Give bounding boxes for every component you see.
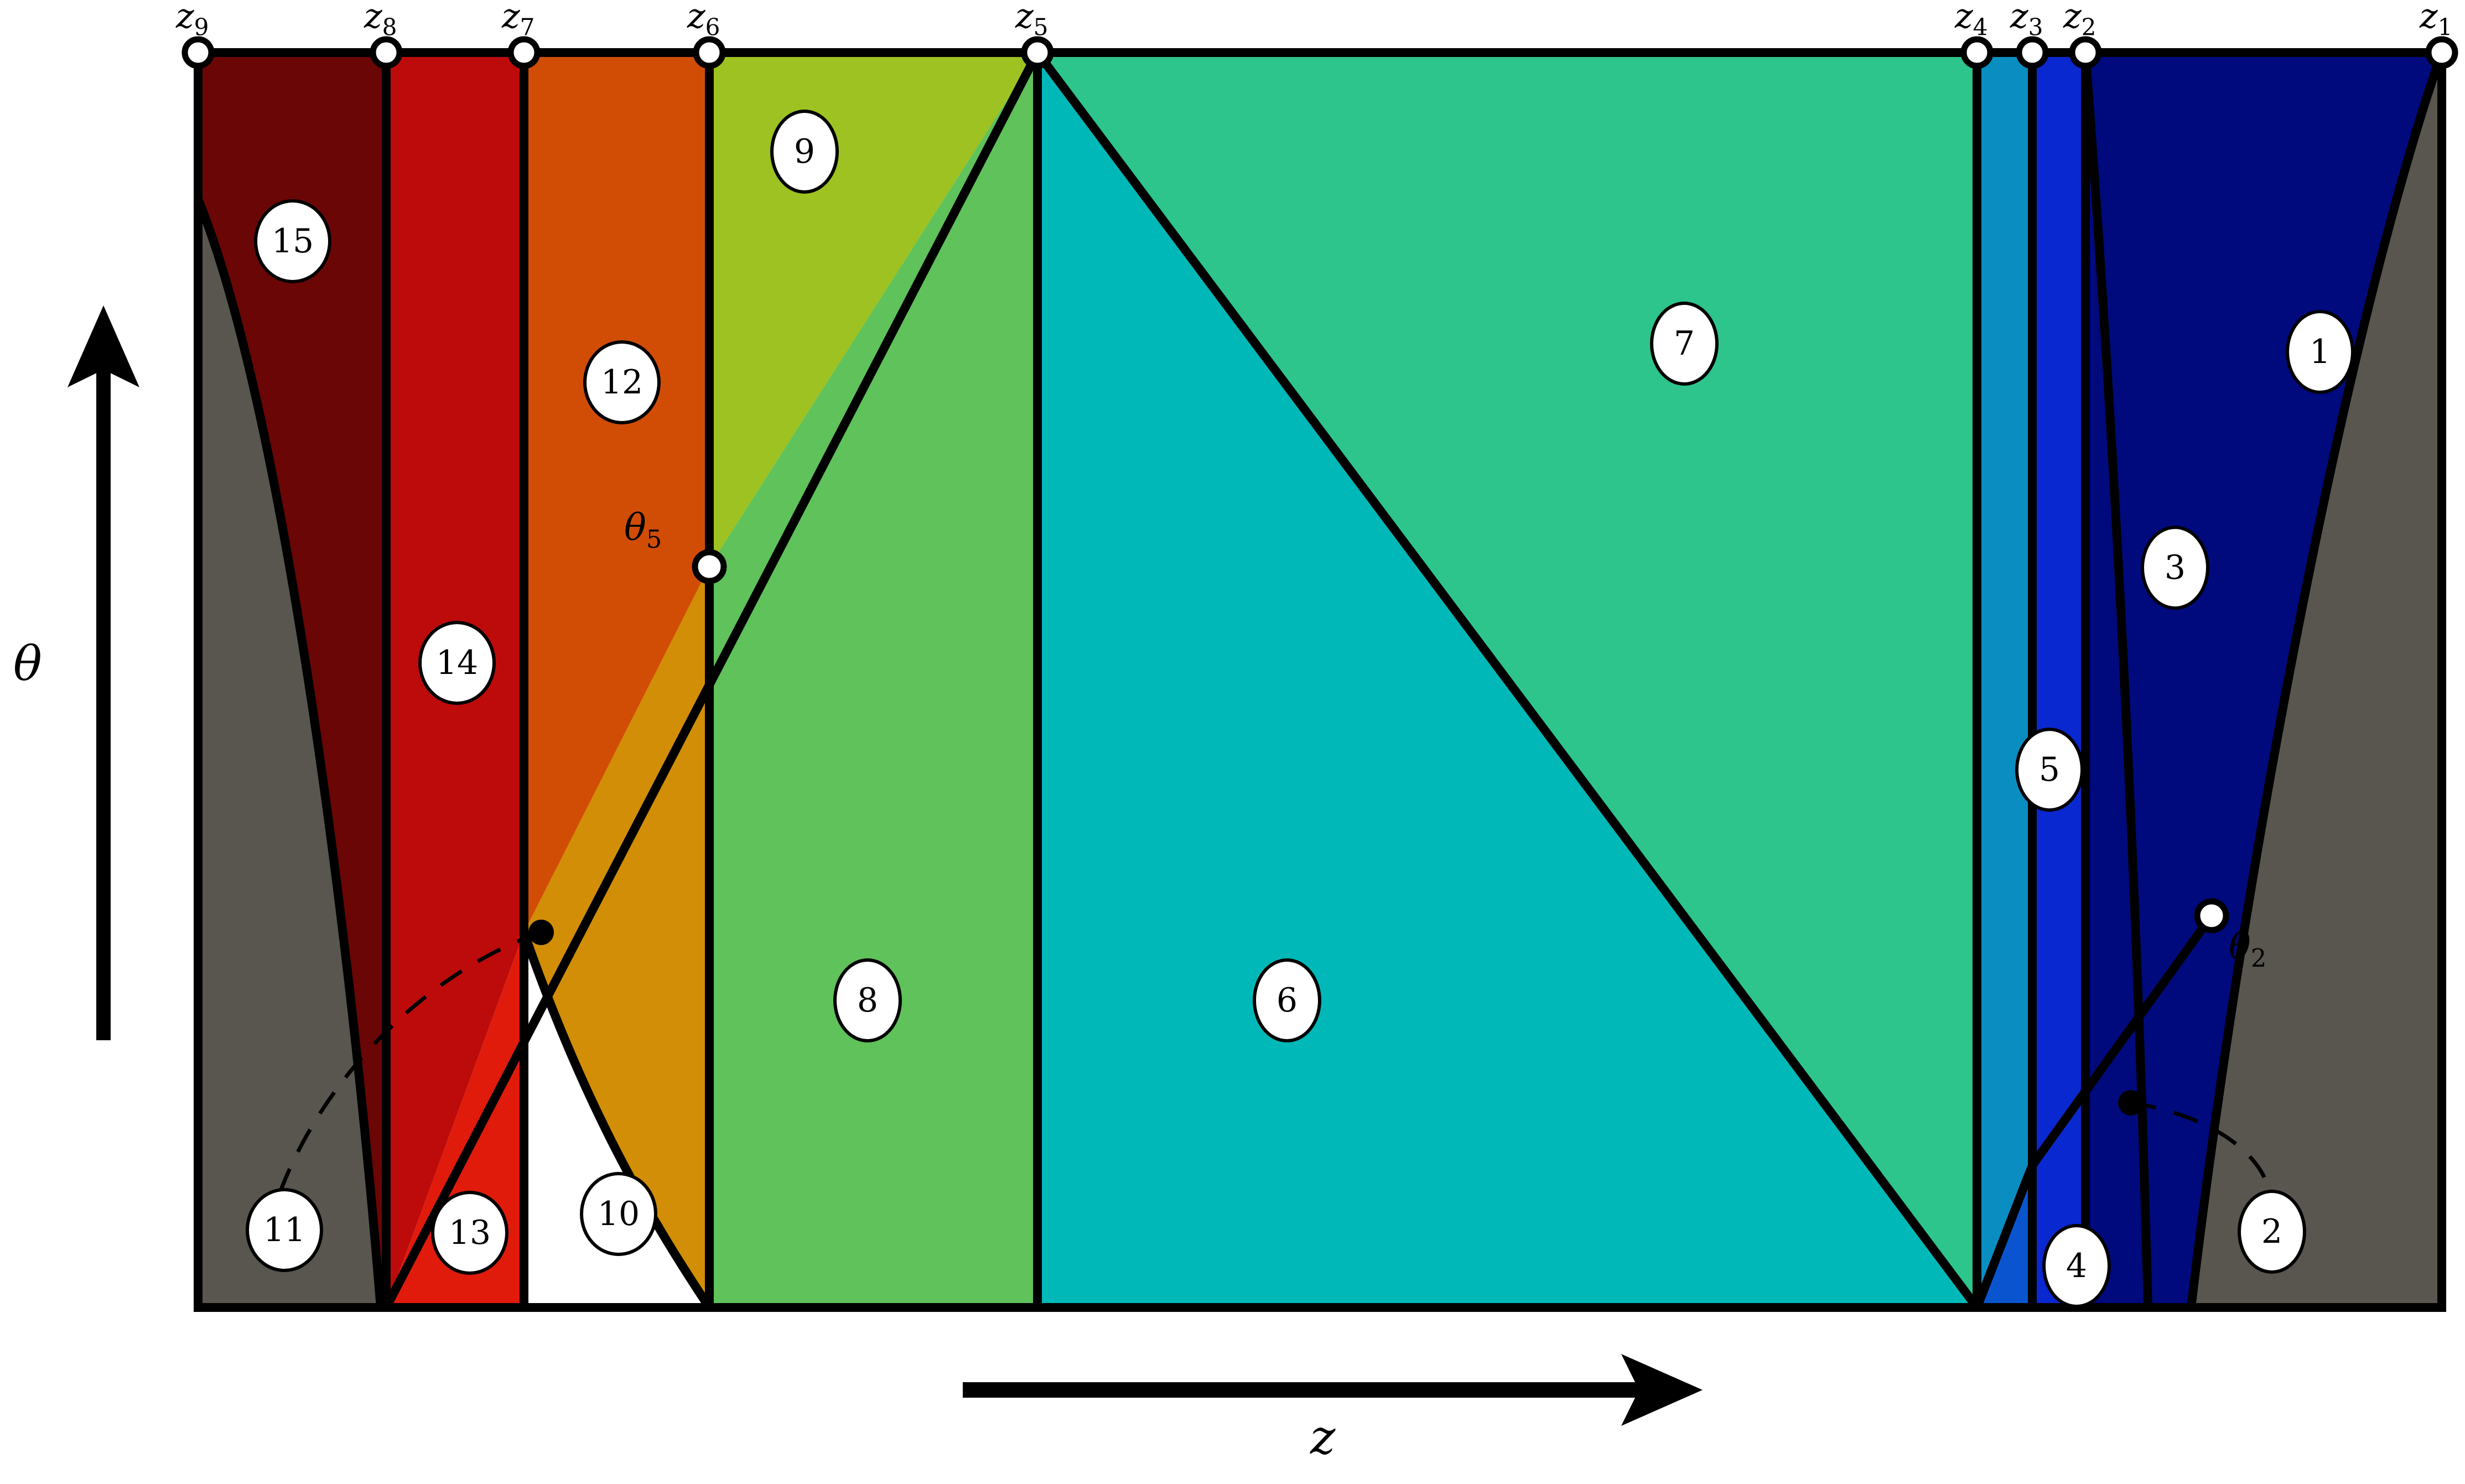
region-badge-8: 8 bbox=[833, 958, 902, 1042]
dashed-arc-left bbox=[279, 930, 542, 1191]
marker-right-point bbox=[2118, 1090, 2144, 1115]
dot-z3 bbox=[2016, 36, 2049, 69]
region-badge-6: 6 bbox=[1253, 958, 1321, 1042]
region-fills bbox=[198, 53, 2442, 1307]
dot-z5 bbox=[1021, 36, 1054, 69]
boundary-dots bbox=[181, 36, 2458, 69]
dot-z7 bbox=[507, 36, 541, 69]
theta2-point bbox=[2194, 898, 2229, 933]
dot-z2 bbox=[2069, 36, 2102, 69]
dot-z1 bbox=[2425, 36, 2458, 69]
tick-label-z8: z8 bbox=[364, 0, 397, 41]
rising-line-left bbox=[382, 50, 1042, 1310]
tick-label-z2: z2 bbox=[2063, 0, 2096, 41]
straight-boundaries bbox=[382, 50, 2215, 1310]
dashed-arc-right bbox=[2130, 1101, 2271, 1190]
region-2-fill bbox=[2191, 53, 2442, 1307]
short-line-to-theta2 bbox=[2028, 913, 2215, 1168]
region-badge-14: 14 bbox=[418, 621, 496, 705]
tick-label-z4: z4 bbox=[1955, 0, 1988, 41]
region-badge-15: 15 bbox=[254, 199, 331, 283]
theta-axis-arrow bbox=[68, 305, 139, 1040]
theta-point-markers bbox=[692, 549, 2229, 933]
region-badge-5: 5 bbox=[2015, 728, 2084, 812]
region-badge-10: 10 bbox=[580, 1172, 657, 1256]
region-badge-1: 1 bbox=[2286, 310, 2354, 394]
z-axis-label: z bbox=[1310, 1410, 1336, 1465]
dot-z8 bbox=[370, 36, 403, 69]
region-badge-3: 3 bbox=[2141, 526, 2209, 610]
plot-frame bbox=[194, 48, 2446, 1312]
right-gray-curve bbox=[2187, 48, 2446, 1312]
marker-left-point bbox=[528, 920, 554, 945]
theta2-label: θ2 bbox=[2229, 925, 2267, 973]
z-axis-arrow bbox=[963, 1354, 1703, 1426]
theta-axis-label: θ bbox=[13, 636, 42, 692]
region-5-fill bbox=[1977, 53, 2032, 1307]
tick-label-z3: z3 bbox=[2010, 0, 2043, 41]
dot-z9 bbox=[181, 36, 215, 69]
region-badge-4: 4 bbox=[2042, 1224, 2111, 1308]
left-gray-curve bbox=[194, 195, 385, 1312]
solid-point-markers bbox=[528, 920, 2144, 1115]
theta5-point bbox=[692, 549, 727, 584]
region-badge-7: 7 bbox=[1650, 302, 1719, 386]
region-3-fill bbox=[2032, 53, 2085, 1307]
region-10-sliver-fill bbox=[524, 567, 709, 1307]
region-8-fill bbox=[709, 53, 1037, 1307]
short-line-z4-z3 bbox=[1973, 1164, 2037, 1309]
tick-label-z5: z5 bbox=[1015, 0, 1049, 41]
region-badge-12: 12 bbox=[583, 340, 661, 424]
region-badge-13: 13 bbox=[431, 1191, 508, 1275]
falling-line-right bbox=[1034, 50, 1981, 1310]
tick-label-z6: z6 bbox=[687, 0, 720, 41]
dot-z6 bbox=[693, 36, 726, 69]
axis-arrows bbox=[68, 305, 1703, 1426]
region-badge-9: 9 bbox=[770, 110, 839, 194]
tick-label-z9: z9 bbox=[176, 0, 209, 41]
region-15-fill bbox=[198, 53, 386, 1307]
tick-label-z1: z1 bbox=[2420, 0, 2453, 41]
right-navy-curve bbox=[2081, 48, 2152, 1312]
tick-label-z7: z7 bbox=[502, 0, 535, 41]
theta5-label: θ5 bbox=[624, 506, 662, 554]
curve-boundaries bbox=[194, 48, 2446, 1312]
region-badge-11: 11 bbox=[246, 1188, 323, 1272]
lower-yellow-curve bbox=[520, 928, 714, 1312]
dot-z4 bbox=[1960, 36, 1994, 69]
region-12-fill bbox=[524, 53, 709, 932]
region-11-fill bbox=[198, 199, 381, 1307]
dashed-arcs bbox=[279, 930, 2271, 1191]
region-badge-2: 2 bbox=[2238, 1190, 2306, 1274]
